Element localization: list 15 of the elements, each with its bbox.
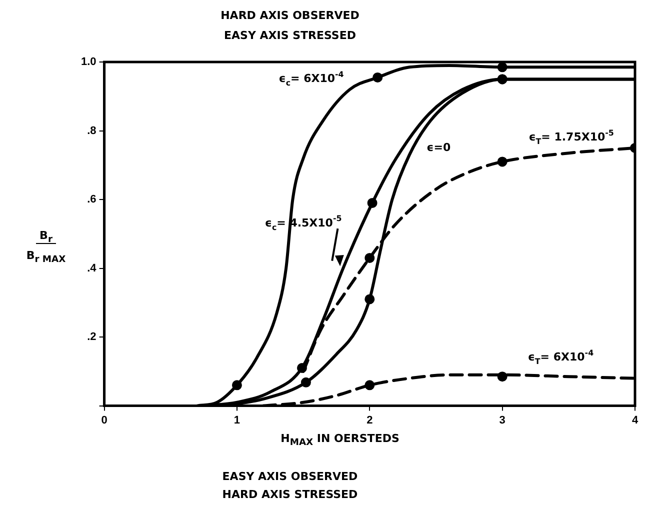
y-tick-label: .6 [87, 194, 96, 206]
text: B$_{r}$ B$_{r MAX}$ [26, 229, 66, 266]
y-tick-label: .8 [87, 124, 96, 137]
series-label: ϵ=0 [426, 140, 451, 154]
text: EASY AXIS OBSERVED HARD AXIS STRESSED [221, 469, 359, 503]
y-tick-label: .2 [87, 331, 96, 344]
chart-title: HARD AXIS OBSERVED EASY AXIS STRESSED [220, 8, 360, 44]
y-tick-label: .4 [87, 262, 98, 274]
x-tick-label: 1 [234, 414, 240, 426]
x-tick-label: 0 [101, 414, 108, 426]
x-tick-label: 2 [366, 414, 373, 426]
y-tick-label: 1.0 [80, 56, 96, 68]
x-tick-label: 3 [499, 414, 506, 426]
x-axis-title: H$_{MAX}$ IN OERSTEDS [280, 432, 400, 448]
x-tick-label: 4 [632, 414, 639, 426]
